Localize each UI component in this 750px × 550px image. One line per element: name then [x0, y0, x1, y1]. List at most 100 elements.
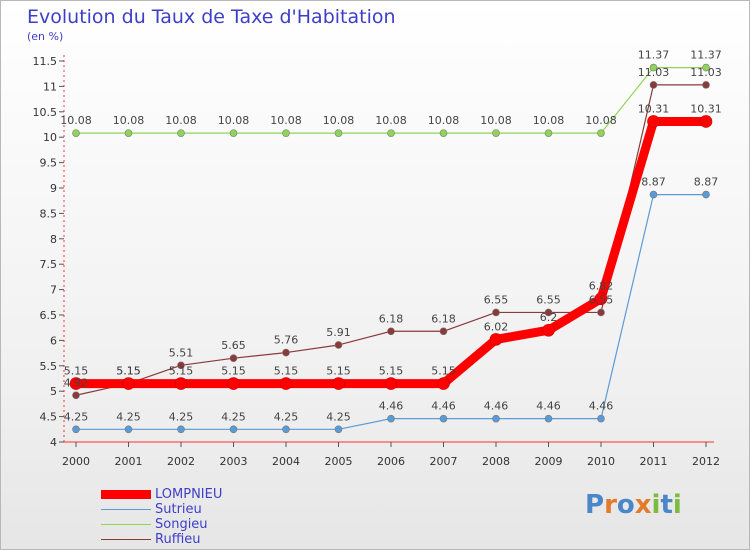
data-label-songieu: 10.08	[375, 114, 407, 127]
data-point-ruffieu	[702, 81, 710, 89]
data-label-ruffieu: 11.03	[638, 66, 670, 79]
data-label-lompnieu: 5.15	[326, 365, 351, 378]
data-label-ruffieu: 6.55	[589, 293, 614, 306]
x-tick-label: 2012	[692, 455, 720, 468]
x-tick-label: 2004	[272, 455, 300, 468]
legend-swatch-lompnieu	[101, 490, 151, 499]
data-point-ruffieu	[282, 348, 290, 357]
data-label-sutrieu: 4.25	[64, 410, 89, 423]
data-label-lompnieu: 6.82	[589, 280, 614, 293]
y-tick-label: 7	[50, 284, 57, 297]
data-label-ruffieu: 5.15	[116, 365, 141, 378]
data-point-lompnieu	[384, 377, 398, 390]
data-label-sutrieu: 4.46	[379, 400, 404, 413]
x-tick-label: 2011	[640, 455, 668, 468]
data-point-songieu	[72, 129, 80, 137]
data-label-ruffieu: 6.18	[431, 312, 456, 325]
data-point-songieu	[649, 63, 658, 72]
data-label-ruffieu: 5.65	[221, 339, 246, 352]
data-label-songieu: 10.08	[533, 114, 565, 127]
data-point-songieu	[124, 129, 133, 137]
data-label-songieu: 10.08	[323, 114, 355, 127]
data-label-lompnieu: 5.15	[64, 365, 89, 378]
legend-label: Sutrieu	[155, 502, 202, 517]
data-label-sutrieu: 4.25	[169, 410, 194, 423]
data-point-sutrieu	[544, 414, 553, 423]
data-point-ruffieu	[649, 81, 658, 89]
y-unit-label: (en %)	[27, 30, 64, 43]
data-point-sutrieu	[124, 425, 133, 434]
data-label-lompnieu: 5.15	[431, 365, 456, 378]
data-label-sutrieu: 4.46	[431, 400, 456, 413]
data-point-sutrieu	[702, 190, 710, 199]
logo-letter: x	[634, 490, 652, 520]
data-label-lompnieu: 10.31	[690, 102, 722, 115]
data-label-songieu: 10.08	[270, 114, 302, 127]
data-label-songieu: 11.37	[690, 49, 722, 62]
y-tick-label: 5	[50, 385, 57, 398]
data-label-lompnieu: 6.02	[484, 320, 509, 333]
y-tick-label: 11	[43, 80, 57, 93]
logo-letter: i	[651, 490, 661, 520]
y-tick-label: 4	[50, 436, 57, 449]
series-line-lompnieu	[71, 116, 711, 389]
data-label-ruffieu: 11.03	[690, 66, 722, 79]
data-label-songieu: 10.08	[113, 114, 145, 127]
data-label-ruffieu: 6.55	[536, 293, 561, 306]
data-point-sutrieu	[387, 414, 395, 423]
data-point-songieu	[544, 129, 553, 137]
y-tick-label: 9	[50, 182, 57, 195]
data-label-sutrieu: 4.25	[116, 410, 141, 423]
data-label-songieu: 10.08	[165, 114, 197, 127]
data-point-ruffieu	[492, 308, 500, 317]
data-point-ruffieu	[72, 391, 80, 400]
legend-swatch-ruffieu	[101, 539, 151, 540]
data-point-ruffieu	[177, 361, 185, 370]
data-label-lompnieu: 5.15	[379, 365, 404, 378]
y-tick-label: 5.5	[40, 360, 58, 373]
logo-letter: i	[672, 490, 682, 520]
x-tick-label: 2007	[430, 455, 458, 468]
data-point-sutrieu	[492, 414, 500, 423]
data-label-sutrieu: 4.46	[589, 400, 614, 413]
x-tick-label: 2009	[535, 455, 563, 468]
y-tick-label: 8.5	[40, 207, 58, 220]
data-point-sutrieu	[649, 190, 658, 199]
proxiti-logo: Proxiti	[585, 490, 682, 520]
x-tick-label: 2000	[62, 455, 90, 468]
data-label-sutrieu: 4.25	[221, 410, 246, 423]
x-tick-label: 2003	[220, 455, 248, 468]
y-tick-label: 8	[50, 233, 57, 246]
y-tick-label: 11.5	[33, 55, 58, 68]
data-label-songieu: 11.37	[638, 49, 670, 62]
data-point-songieu	[439, 129, 448, 137]
data-point-lompnieu	[489, 333, 503, 346]
data-point-ruffieu	[597, 308, 605, 317]
data-point-lompnieu	[594, 292, 608, 306]
data-label-sutrieu: 4.46	[536, 400, 561, 413]
data-label-songieu: 10.08	[60, 114, 92, 127]
data-point-sutrieu	[597, 414, 605, 423]
legend-label: LOMPNIEU	[155, 487, 223, 502]
data-point-sutrieu	[282, 425, 290, 434]
data-label-sutrieu: 4.46	[484, 400, 509, 413]
data-label-songieu: 10.08	[218, 114, 250, 127]
x-tick-label: 2002	[167, 455, 195, 468]
data-point-lompnieu	[174, 377, 188, 390]
data-label-sutrieu: 4.25	[274, 410, 299, 423]
data-label-sutrieu: 8.87	[641, 176, 666, 189]
y-tick-label: 6.5	[40, 309, 58, 322]
data-label-lompnieu: 10.31	[638, 102, 670, 115]
data-label-lompnieu: 5.15	[169, 365, 194, 378]
legend-swatch-sutrieu	[101, 509, 151, 510]
data-label-ruffieu: 5.76	[274, 334, 299, 347]
data-label-songieu: 10.08	[585, 114, 617, 127]
data-label-ruffieu: 4.92	[64, 376, 89, 389]
data-point-sutrieu	[229, 425, 238, 434]
data-label-lompnieu: 5.15	[116, 365, 141, 378]
data-point-songieu	[334, 129, 343, 137]
data-labels: 4.25 4.25 4.25 4.25 4.25 4.25 4.46 4.46 4.46 4.46…	[60, 49, 722, 424]
data-label-lompnieu: 5.15	[274, 365, 299, 378]
legend-swatch-songieu	[101, 524, 151, 525]
